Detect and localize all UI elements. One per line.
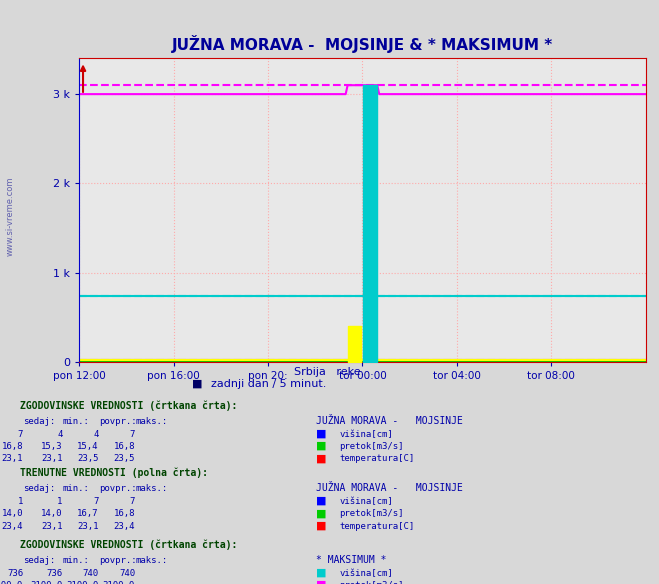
Text: ■: ■ xyxy=(316,441,327,451)
Text: ■: ■ xyxy=(316,580,327,584)
Text: JUŽNA MORAVA -   MOJSINJE: JUŽNA MORAVA - MOJSINJE xyxy=(316,416,463,426)
Text: 3100,0: 3100,0 xyxy=(103,581,135,584)
Text: 7: 7 xyxy=(130,430,135,439)
Text: 1: 1 xyxy=(18,497,23,506)
Text: 23,1: 23,1 xyxy=(1,454,23,463)
Text: sedaj:: sedaj: xyxy=(23,417,55,426)
Text: 736: 736 xyxy=(7,569,23,578)
Text: temperatura[C]: temperatura[C] xyxy=(339,454,415,463)
Text: pretok[m3/s]: pretok[m3/s] xyxy=(339,509,404,518)
Text: sedaj:: sedaj: xyxy=(23,556,55,565)
Text: sedaj:: sedaj: xyxy=(23,484,55,493)
Text: povpr.:: povpr.: xyxy=(99,556,136,565)
Text: 3100,0: 3100,0 xyxy=(0,581,23,584)
Text: ■: ■ xyxy=(316,496,327,506)
Text: maks.:: maks.: xyxy=(135,484,167,493)
Text: višina[cm]: višina[cm] xyxy=(339,497,393,506)
Text: 16,8: 16,8 xyxy=(1,442,23,451)
Text: min.:: min.: xyxy=(63,484,90,493)
Text: JUŽNA MORAVA -   MOJSINJE: JUŽNA MORAVA - MOJSINJE xyxy=(316,483,463,493)
Text: TRENUTNE VREDNOSTI (polna črta):: TRENUTNE VREDNOSTI (polna črta): xyxy=(20,467,208,478)
Text: min.:: min.: xyxy=(63,556,90,565)
Text: povpr.:: povpr.: xyxy=(99,484,136,493)
Text: 15,4: 15,4 xyxy=(77,442,99,451)
Text: 736: 736 xyxy=(47,569,63,578)
Title: JUŽNA MORAVA -  MOJSINJE & * MAKSIMUM *: JUŽNA MORAVA - MOJSINJE & * MAKSIMUM * xyxy=(172,35,553,53)
Text: min.:: min.: xyxy=(63,417,90,426)
Text: 23,1: 23,1 xyxy=(41,522,63,530)
Text: ■: ■ xyxy=(316,508,327,518)
Text: 16,7: 16,7 xyxy=(77,509,99,518)
Text: 15,3: 15,3 xyxy=(41,442,63,451)
Text: temperatura[C]: temperatura[C] xyxy=(339,522,415,530)
Text: 23,5: 23,5 xyxy=(77,454,99,463)
Text: povpr.:: povpr.: xyxy=(99,417,136,426)
Text: 4: 4 xyxy=(57,430,63,439)
Text: maks.:: maks.: xyxy=(135,556,167,565)
Text: 23,4: 23,4 xyxy=(1,522,23,530)
Text: 23,1: 23,1 xyxy=(77,522,99,530)
Text: 740: 740 xyxy=(119,569,135,578)
Text: 3100,0: 3100,0 xyxy=(67,581,99,584)
Text: ■: ■ xyxy=(316,429,327,439)
Text: 23,4: 23,4 xyxy=(113,522,135,530)
Text: ■: ■ xyxy=(316,568,327,578)
Text: 23,5: 23,5 xyxy=(113,454,135,463)
Text: ■: ■ xyxy=(316,520,327,530)
Text: ■: ■ xyxy=(316,453,327,463)
Text: 4: 4 xyxy=(94,430,99,439)
Text: ■: ■ xyxy=(192,378,203,388)
Text: pretok[m3/s]: pretok[m3/s] xyxy=(339,442,404,451)
Text: 7: 7 xyxy=(130,497,135,506)
Text: ZGODOVINSKE VREDNOSTI (črtkana črta):: ZGODOVINSKE VREDNOSTI (črtkana črta): xyxy=(20,400,237,411)
Text: višina[cm]: višina[cm] xyxy=(339,430,393,439)
Text: pretok[m3/s]: pretok[m3/s] xyxy=(339,581,404,584)
Text: 1: 1 xyxy=(57,497,63,506)
Text: 16,8: 16,8 xyxy=(113,509,135,518)
Text: maks.:: maks.: xyxy=(135,417,167,426)
Text: Srbija   reke.: Srbija reke. xyxy=(295,367,364,377)
Text: 14,0: 14,0 xyxy=(41,509,63,518)
Text: * MAKSIMUM *: * MAKSIMUM * xyxy=(316,555,387,565)
Text: 7: 7 xyxy=(18,430,23,439)
Text: 7: 7 xyxy=(94,497,99,506)
Text: www.si-vreme.com: www.si-vreme.com xyxy=(5,176,14,256)
Text: 740: 740 xyxy=(83,569,99,578)
Text: 3100,0: 3100,0 xyxy=(30,581,63,584)
Text: 23,1: 23,1 xyxy=(41,454,63,463)
Text: ZGODOVINSKE VREDNOSTI (črtkana črta):: ZGODOVINSKE VREDNOSTI (črtkana črta): xyxy=(20,539,237,550)
Text: 14,0: 14,0 xyxy=(1,509,23,518)
Text: zadnji dan / 5 minut.: zadnji dan / 5 minut. xyxy=(211,378,326,388)
Text: 16,8: 16,8 xyxy=(113,442,135,451)
Text: višina[cm]: višina[cm] xyxy=(339,569,393,578)
